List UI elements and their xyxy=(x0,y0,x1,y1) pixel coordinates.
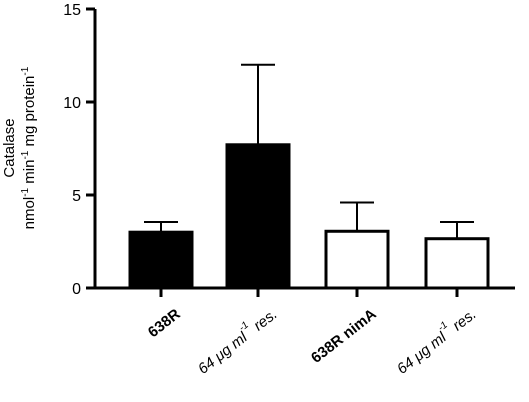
bar xyxy=(225,143,291,290)
bars xyxy=(128,63,490,290)
x-category-label: 638R xyxy=(145,306,184,342)
y-tick-label: 10 xyxy=(63,95,81,112)
y-tick-label: 0 xyxy=(72,281,81,298)
x-category-label: 64 μg ml-1 res. xyxy=(391,302,480,378)
y-tick-label: 5 xyxy=(72,188,81,205)
bar xyxy=(424,237,490,290)
y-axis-label-line2: nmol-1 min-1 mg protein-1 xyxy=(20,66,38,229)
bar xyxy=(128,230,194,290)
bar xyxy=(324,229,390,290)
y-axis: 0 5 10 15 xyxy=(63,2,97,298)
x-category-label: 64 μg ml-1 res. xyxy=(192,302,281,378)
y-axis-label-line1: Catalase xyxy=(1,118,18,177)
y-tick-label: 15 xyxy=(63,2,81,19)
x-category-label: 638R nimA xyxy=(308,306,380,367)
